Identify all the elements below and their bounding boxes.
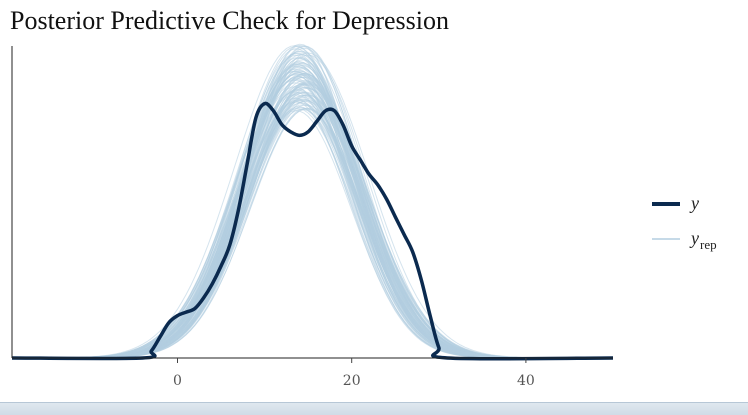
yrep-draw-line: [12, 99, 613, 359]
yrep-draw-line: [12, 107, 613, 359]
yrep-draw-line: [12, 80, 613, 359]
yrep-draw-line: [12, 81, 613, 359]
yrep-draw-line: [12, 92, 613, 359]
yrep-draw-line: [12, 108, 613, 359]
y-observed-line: [11, 101, 614, 361]
yrep-draw-line: [12, 76, 613, 359]
legend-label: y: [689, 193, 699, 213]
yrep-draw-line: [12, 96, 613, 359]
chart-title: Posterior Predictive Check for Depressio…: [10, 6, 450, 35]
yrep-draw-line: [12, 94, 613, 359]
yrep-draw-line: [12, 73, 613, 359]
chart: 0 20 40 y yrep: [11, 43, 717, 389]
yrep-draw-line: [12, 108, 613, 359]
yrep-draw-line: [12, 92, 613, 359]
x-ticks: 0 20 40: [173, 358, 535, 389]
x-tick-label: 40: [517, 373, 535, 389]
yrep-draw-line: [12, 110, 613, 359]
yrep-draw-line: [12, 104, 613, 359]
yrep-draw-line: [12, 98, 613, 359]
yrep-draw-line: [12, 91, 613, 359]
x-tick-label: 20: [343, 373, 361, 389]
yrep-draw-line: [12, 68, 613, 359]
yrep-draw-line: [12, 95, 613, 359]
yrep-draw-line: [12, 91, 613, 359]
yrep-draw-line: [12, 97, 613, 359]
yrep-draw-line: [12, 106, 613, 359]
yrep-draw-line: [12, 94, 613, 359]
x-tick-label: 0: [173, 373, 182, 389]
yrep-draw-line: [12, 108, 613, 359]
yrep-draw-line: [12, 68, 613, 359]
yrep-draw-line: [12, 82, 613, 359]
yrep-draw-line: [12, 72, 613, 359]
yrep-draw-line: [12, 102, 613, 359]
yrep-draw-line: [12, 107, 613, 359]
yrep-draw-line: [12, 94, 613, 359]
yrep-draw-line: [12, 106, 613, 359]
yrep-draw-line: [12, 77, 613, 359]
yrep-draw-line: [12, 89, 613, 359]
yrep-draw-line: [12, 101, 613, 359]
yrep-draw-line: [12, 100, 613, 359]
yrep-draw-line: [12, 99, 613, 359]
yrep-draw-line: [12, 76, 613, 359]
legend: y yrep: [652, 193, 717, 252]
yrep-draw-line: [12, 94, 613, 359]
yrep-draw-line: [12, 72, 613, 359]
legend-label: yrep: [689, 228, 717, 252]
yrep-draw-line: [12, 76, 613, 359]
yrep-draw-line: [12, 98, 613, 359]
yrep-draw-line: [12, 101, 613, 359]
yrep-draw-line: [12, 91, 613, 359]
yrep-draw-line: [12, 76, 613, 359]
window-bottom-bar: [0, 402, 748, 415]
y-series-group: [11, 101, 614, 361]
yrep-draw-line: [12, 104, 613, 359]
yrep-draw-line: [12, 99, 613, 359]
yrep-series-group: [12, 43, 613, 359]
